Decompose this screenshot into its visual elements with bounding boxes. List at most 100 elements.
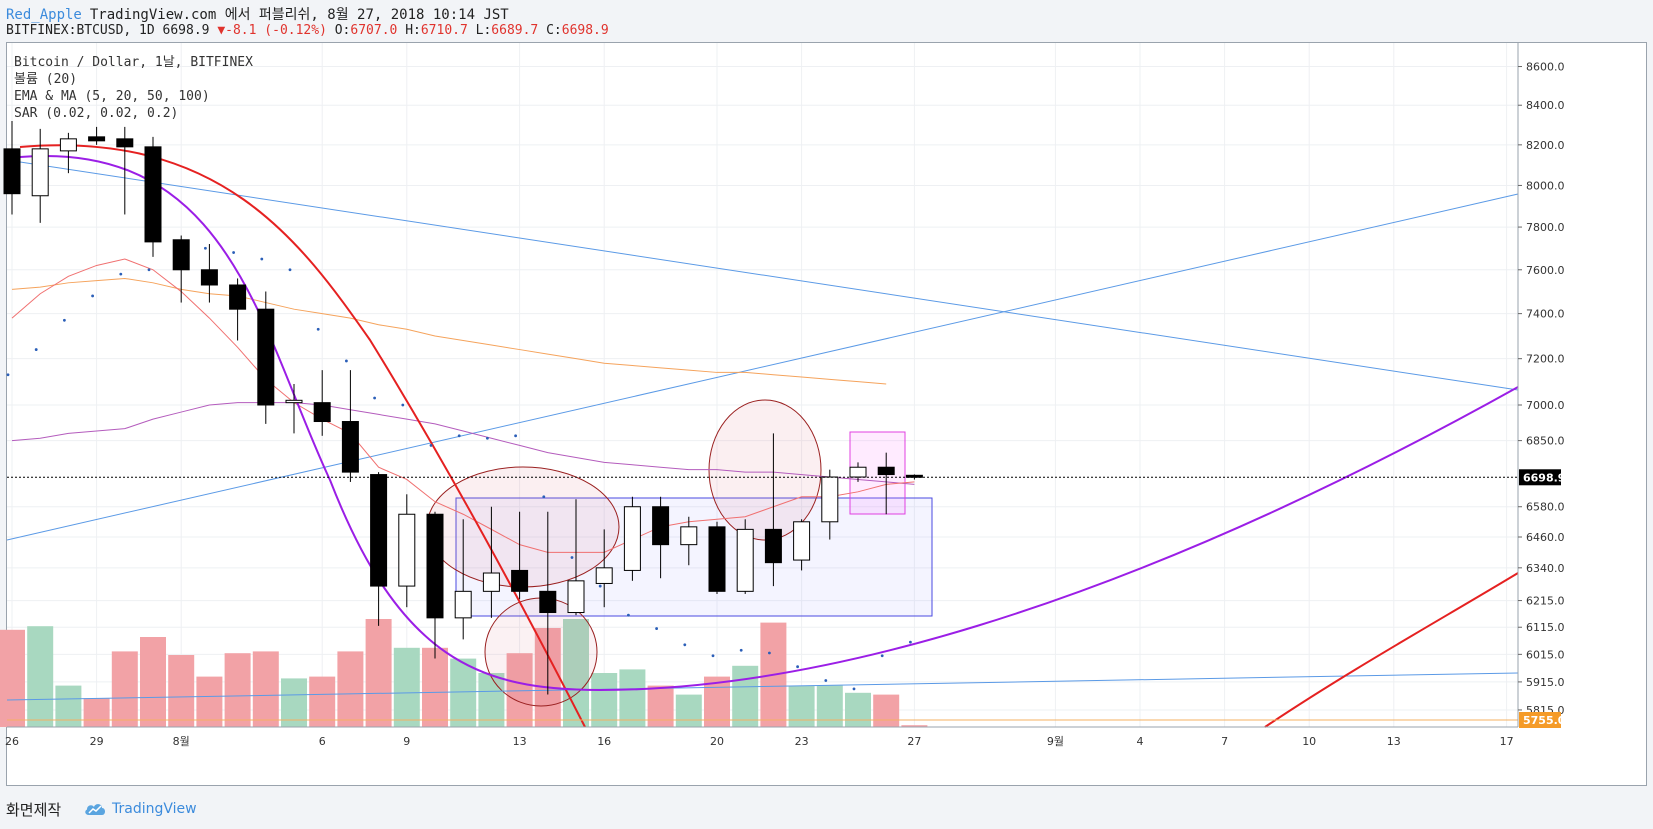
x-tick-label: 13 <box>1387 735 1401 748</box>
volume-bar <box>506 653 533 727</box>
candle-body <box>567 580 585 614</box>
y-tick-label: 6015.0 <box>1526 648 1565 661</box>
chart-area[interactable] <box>6 42 1647 786</box>
volume-bar <box>845 692 871 727</box>
candle-body <box>877 466 895 476</box>
x-tick-label: 4 <box>1137 735 1144 748</box>
symbol-label: BITFINEX:BTCUSD, 1D 6698.9 <box>6 23 210 38</box>
trendline-up <box>6 193 1519 541</box>
x-tick-label: 20 <box>710 735 724 748</box>
sar-dot <box>768 651 771 655</box>
y-tick-label: 8200.0 <box>1526 139 1565 152</box>
x-tick-label: 7 <box>1221 735 1228 748</box>
ma20-line <box>11 402 915 485</box>
volume-bar <box>732 665 759 727</box>
volume-bar <box>281 678 307 727</box>
volume-bar <box>591 673 618 727</box>
y-tick-label: 8000.0 <box>1526 179 1565 192</box>
sar-dot <box>486 436 489 440</box>
candle-body <box>652 506 670 546</box>
candle-body <box>144 146 162 243</box>
y-tick-label: 7800.0 <box>1526 221 1565 234</box>
y-axis-ticks: 8600.0 8400.0 8200.0 8000.0 7800.0 7600.0 7400… <box>1518 61 1565 717</box>
candle-body <box>59 138 77 152</box>
y-tick-label: 7000.0 <box>1526 399 1565 412</box>
candle-body <box>341 421 359 473</box>
candle-body <box>849 466 867 478</box>
sar-dot <box>711 654 715 658</box>
publish-info: TradingView.com 에서 퍼블리쉬, 8월 27, 2018 10:… <box>89 7 509 23</box>
x-tick-label: 29 <box>90 735 104 748</box>
purple-curve <box>19 154 1519 692</box>
sar-dot <box>909 640 912 644</box>
sar-dot <box>204 246 207 250</box>
sar-dot <box>260 257 264 261</box>
sar-dots <box>6 246 912 691</box>
sar-dot <box>683 643 687 647</box>
high-value: 6710.7 <box>420 23 468 38</box>
brand-label: TradingView <box>112 801 197 817</box>
change-label: ▼-8.1 (-0.12%) <box>217 23 327 38</box>
footer-made: 화면제작 <box>6 801 62 819</box>
volume-bar <box>422 647 448 727</box>
candle-body <box>398 513 416 587</box>
candle-body <box>172 239 190 271</box>
y-tick-label: 8600.0 <box>1526 61 1565 74</box>
y-tick-label: 6215.0 <box>1526 595 1565 608</box>
y-tick-label: 5915.0 <box>1526 676 1565 689</box>
volume-bar <box>873 694 900 727</box>
candle-body <box>708 526 726 592</box>
last-price-badge <box>1519 469 1561 486</box>
sar-dot <box>63 318 66 322</box>
x-tick-label: 13 <box>513 735 527 748</box>
x-tick-label: 6 <box>319 735 326 748</box>
volume-bar <box>788 685 815 727</box>
y-tick-label: 6340.0 <box>1526 562 1565 575</box>
x-tick-label: 27 <box>907 735 921 748</box>
volume-bar <box>224 653 251 727</box>
volume-bar <box>111 651 138 727</box>
y-tick-label: 6580.0 <box>1526 501 1565 514</box>
sar-dot <box>232 251 236 254</box>
bottom-price-badge <box>1519 712 1561 728</box>
legend-ema-ma: EMA & MA (5, 20, 50, 100) <box>14 89 210 104</box>
ohlc-header: BITFINEX:BTCUSD, 1D 6698.9 ▼-8.1 (-0.12%… <box>6 23 609 38</box>
x-tick-label: 9 <box>403 735 410 748</box>
volume-bar <box>252 651 279 727</box>
x-tick-label: 17 <box>1500 735 1514 748</box>
bottom-price-label: 5755.0 <box>1523 714 1566 727</box>
candle-body <box>736 528 754 592</box>
volume-bar <box>0 629 25 727</box>
sar-dot <box>880 654 884 658</box>
author-link[interactable]: Red_Apple <box>6 7 82 23</box>
sar-dot <box>91 294 94 298</box>
candle-body <box>821 476 839 523</box>
x-axis-ticks: 26 29 8월 6 9 13 16 20 23 27 9월 4 7 10 13 17 <box>5 735 1514 748</box>
sar-dot <box>824 679 828 682</box>
legend-title: Bitcoin / Dollar, 1날, BITFINEX <box>14 55 253 70</box>
y-tick-label: 6460.0 <box>1526 531 1565 544</box>
candle-body <box>31 148 49 197</box>
trendline-bottom <box>6 672 1519 701</box>
sar-dot <box>429 444 433 447</box>
sar-dot <box>401 403 405 407</box>
sar-dot <box>373 396 376 400</box>
volume-bar <box>393 647 420 727</box>
sar-dot <box>655 627 658 630</box>
sar-dot <box>627 613 630 617</box>
volume-bar <box>478 673 505 727</box>
candle-body <box>370 474 388 587</box>
candle-body <box>3 148 21 195</box>
close-value: 6698.9 <box>561 23 609 38</box>
sar-dot <box>852 687 856 691</box>
candle-body <box>426 513 444 619</box>
y-tick-label: 8400.0 <box>1526 99 1565 112</box>
volume-bar <box>450 658 477 727</box>
sar-dot <box>34 348 38 351</box>
sar-dot <box>598 584 602 588</box>
volume-bar <box>168 655 195 727</box>
sar-dot <box>345 359 348 363</box>
sar-dot <box>570 556 574 559</box>
tradingview-brand[interactable]: TradingView <box>84 801 197 817</box>
